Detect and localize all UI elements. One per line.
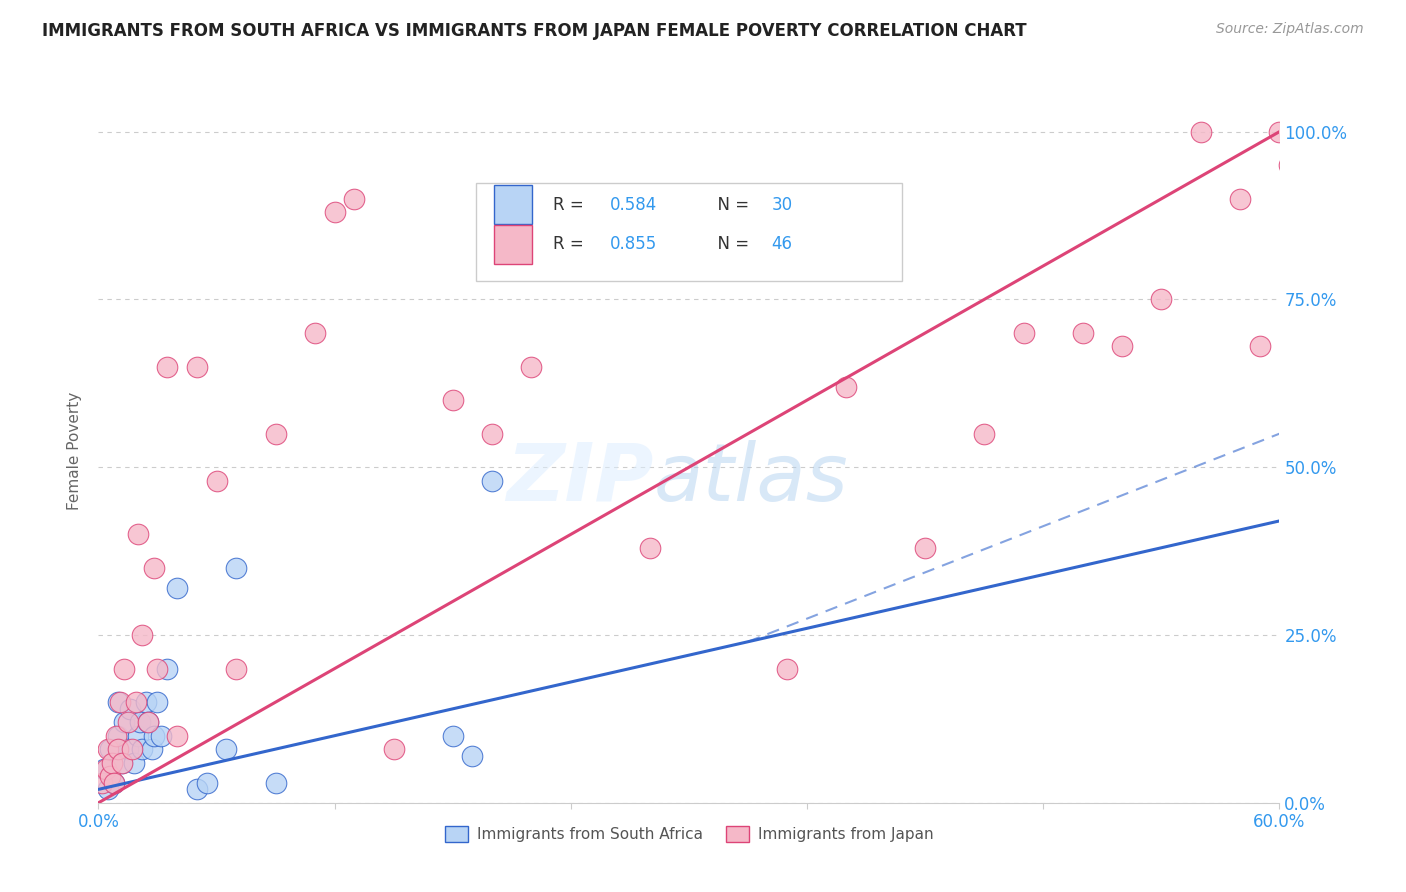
Point (135, 695, 157, 709)
Point (112, 715, 135, 730)
Text: Source: ZipAtlas.com: Source: ZipAtlas.com (1216, 22, 1364, 37)
Point (156, 662, 179, 676)
Point (128, 715, 150, 730)
Point (103, 775, 125, 789)
Text: 0.855: 0.855 (610, 235, 657, 253)
Point (91, 775, 114, 789)
Point (186, 359, 208, 374)
Point (118, 702, 141, 716)
Point (638, 541, 661, 555)
Point (111, 756, 134, 770)
Point (96, 762, 118, 776)
Point (520, 359, 543, 374)
Point (97, 782, 120, 797)
Text: R =: R = (553, 195, 589, 214)
Point (441, 729, 464, 743)
Point (146, 662, 169, 676)
Point (323, 205, 346, 219)
Point (166, 729, 188, 743)
Point (125, 695, 148, 709)
Text: R =: R = (553, 235, 589, 253)
Point (131, 742, 153, 756)
Point (136, 715, 159, 730)
Point (107, 742, 129, 756)
Point (481, 426, 503, 441)
Text: N =: N = (707, 195, 754, 214)
Point (131, 628, 153, 642)
Point (1189, 125, 1212, 139)
Point (112, 662, 135, 676)
Point (264, 426, 287, 441)
Point (105, 729, 128, 743)
Text: 30: 30 (772, 195, 793, 214)
Point (914, 541, 936, 555)
Point (225, 561, 247, 575)
Point (141, 742, 163, 756)
Point (117, 742, 139, 756)
Point (146, 695, 169, 709)
Point (98, 769, 121, 783)
Text: atlas: atlas (654, 440, 848, 517)
Point (186, 782, 208, 797)
Point (111, 756, 134, 770)
Point (122, 756, 145, 770)
Point (205, 474, 228, 488)
Text: ZIP: ZIP (506, 440, 654, 517)
Point (127, 527, 149, 541)
Point (142, 561, 165, 575)
Point (103, 775, 125, 789)
Point (121, 742, 143, 756)
Point (776, 662, 799, 676)
Point (304, 326, 326, 340)
Point (108, 695, 131, 709)
FancyBboxPatch shape (477, 183, 901, 281)
Legend: Immigrants from South Africa, Immigrants from Japan: Immigrants from South Africa, Immigrants… (439, 820, 939, 848)
Point (98, 742, 121, 756)
Point (136, 715, 159, 730)
Point (1249, 339, 1271, 353)
Point (264, 775, 287, 789)
Point (101, 756, 124, 770)
Point (107, 695, 129, 709)
Bar (494, 225, 531, 263)
Point (127, 729, 149, 743)
Point (166, 581, 188, 595)
Bar (494, 186, 531, 224)
Text: 46: 46 (772, 235, 793, 253)
Point (343, 192, 366, 206)
Point (150, 729, 173, 743)
Point (156, 359, 179, 374)
Point (215, 742, 238, 756)
Point (142, 729, 165, 743)
Point (481, 474, 503, 488)
Point (1229, 192, 1251, 206)
Text: N =: N = (707, 235, 754, 253)
Point (97, 742, 120, 756)
Point (225, 662, 247, 676)
Point (195, 775, 218, 789)
Point (1071, 326, 1094, 340)
Point (107, 729, 129, 743)
Point (1278, 158, 1301, 172)
Text: 0.584: 0.584 (610, 195, 657, 214)
Point (93, 762, 115, 776)
Y-axis label: Female Poverty: Female Poverty (67, 392, 83, 509)
Point (1111, 339, 1133, 353)
Point (441, 393, 464, 408)
Point (835, 380, 858, 394)
Point (1012, 326, 1035, 340)
Point (1268, 125, 1291, 139)
Point (973, 426, 995, 441)
Text: IMMIGRANTS FROM SOUTH AFRICA VS IMMIGRANTS FROM JAPAN FEMALE POVERTY CORRELATION: IMMIGRANTS FROM SOUTH AFRICA VS IMMIGRAN… (42, 22, 1026, 40)
Point (117, 715, 139, 730)
Point (1150, 293, 1173, 307)
Point (382, 742, 405, 756)
Point (461, 748, 484, 763)
